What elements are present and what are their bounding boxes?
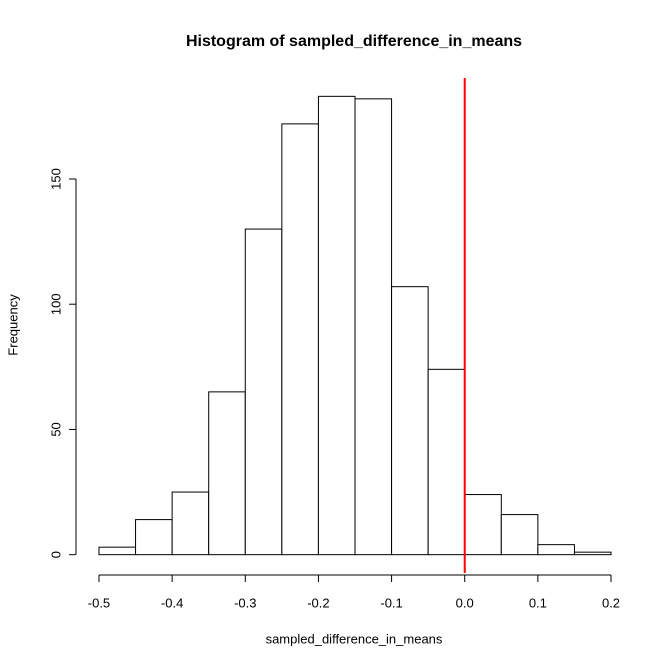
y-tick-label: 50 xyxy=(48,422,63,436)
bar xyxy=(537,544,575,556)
bar xyxy=(244,228,283,556)
x-tick-label: 0.1 xyxy=(529,595,547,610)
y-tick-label: 100 xyxy=(48,293,63,315)
y-tick-label: 0 xyxy=(48,551,63,558)
bar xyxy=(354,98,393,556)
y-axis-label: Frequency xyxy=(5,294,20,356)
bar xyxy=(573,551,612,556)
x-axis-label: sampled_difference_in_means xyxy=(266,631,443,646)
bar xyxy=(98,546,137,556)
x-tick-label: -0.3 xyxy=(234,595,256,610)
x-tick-label: 0.2 xyxy=(602,595,620,610)
x-tick-label: -0.1 xyxy=(380,595,402,610)
x-tick-label: -0.5 xyxy=(88,595,110,610)
bar xyxy=(135,519,173,556)
bar xyxy=(171,491,210,556)
bar xyxy=(391,286,429,556)
y-tick-label: 150 xyxy=(48,168,63,190)
chart-title: Histogram of sampled_difference_in_means xyxy=(186,33,522,50)
x-tick-label: -0.4 xyxy=(161,595,183,610)
bar xyxy=(500,514,539,556)
bar xyxy=(464,494,502,556)
bar xyxy=(427,368,466,556)
bar xyxy=(317,95,356,556)
x-tick-label: -0.2 xyxy=(307,595,329,610)
bar xyxy=(281,123,319,556)
x-tick-label: 0.0 xyxy=(456,595,474,610)
bar xyxy=(208,391,246,556)
